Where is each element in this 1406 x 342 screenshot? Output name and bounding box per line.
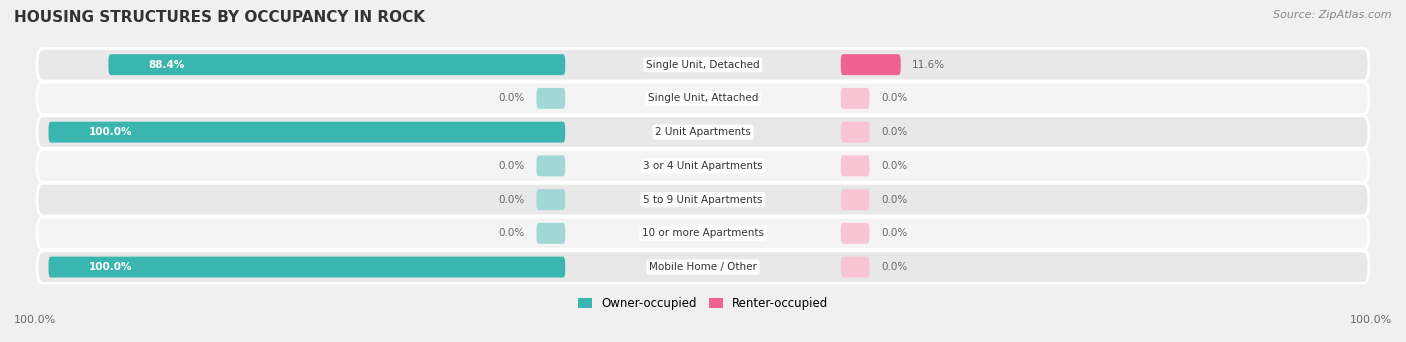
Text: 0.0%: 0.0% <box>882 195 907 205</box>
Text: Mobile Home / Other: Mobile Home / Other <box>650 262 756 272</box>
Text: Single Unit, Attached: Single Unit, Attached <box>648 93 758 103</box>
FancyBboxPatch shape <box>37 251 1369 283</box>
Text: 11.6%: 11.6% <box>912 60 945 70</box>
FancyBboxPatch shape <box>841 189 869 210</box>
Text: 2 Unit Apartments: 2 Unit Apartments <box>655 127 751 137</box>
Text: 0.0%: 0.0% <box>882 262 907 272</box>
Text: 88.4%: 88.4% <box>149 60 186 70</box>
Text: 0.0%: 0.0% <box>882 228 907 238</box>
Text: 0.0%: 0.0% <box>499 161 524 171</box>
Text: HOUSING STRUCTURES BY OCCUPANCY IN ROCK: HOUSING STRUCTURES BY OCCUPANCY IN ROCK <box>14 10 425 25</box>
FancyBboxPatch shape <box>841 155 869 176</box>
FancyBboxPatch shape <box>537 189 565 210</box>
Text: 0.0%: 0.0% <box>882 127 907 137</box>
FancyBboxPatch shape <box>841 88 869 109</box>
FancyBboxPatch shape <box>48 256 565 278</box>
FancyBboxPatch shape <box>537 223 565 244</box>
Text: 0.0%: 0.0% <box>499 195 524 205</box>
FancyBboxPatch shape <box>37 150 1369 182</box>
FancyBboxPatch shape <box>841 223 869 244</box>
FancyBboxPatch shape <box>48 122 565 143</box>
Text: 100.0%: 100.0% <box>14 315 56 325</box>
Text: Source: ZipAtlas.com: Source: ZipAtlas.com <box>1274 10 1392 20</box>
FancyBboxPatch shape <box>37 183 1369 216</box>
FancyBboxPatch shape <box>841 256 869 278</box>
FancyBboxPatch shape <box>37 49 1369 81</box>
Text: 3 or 4 Unit Apartments: 3 or 4 Unit Apartments <box>643 161 763 171</box>
Text: 0.0%: 0.0% <box>499 228 524 238</box>
FancyBboxPatch shape <box>537 155 565 176</box>
Text: 5 to 9 Unit Apartments: 5 to 9 Unit Apartments <box>644 195 762 205</box>
FancyBboxPatch shape <box>37 82 1369 115</box>
Text: Single Unit, Detached: Single Unit, Detached <box>647 60 759 70</box>
FancyBboxPatch shape <box>841 54 901 75</box>
Text: 100.0%: 100.0% <box>1350 315 1392 325</box>
FancyBboxPatch shape <box>108 54 565 75</box>
Legend: Owner-occupied, Renter-occupied: Owner-occupied, Renter-occupied <box>572 292 834 315</box>
FancyBboxPatch shape <box>37 116 1369 148</box>
Text: 100.0%: 100.0% <box>89 127 132 137</box>
Text: 0.0%: 0.0% <box>882 93 907 103</box>
FancyBboxPatch shape <box>37 217 1369 250</box>
FancyBboxPatch shape <box>537 88 565 109</box>
Text: 0.0%: 0.0% <box>882 161 907 171</box>
Text: 10 or more Apartments: 10 or more Apartments <box>643 228 763 238</box>
Text: 0.0%: 0.0% <box>499 93 524 103</box>
Text: 100.0%: 100.0% <box>89 262 132 272</box>
FancyBboxPatch shape <box>841 122 869 143</box>
